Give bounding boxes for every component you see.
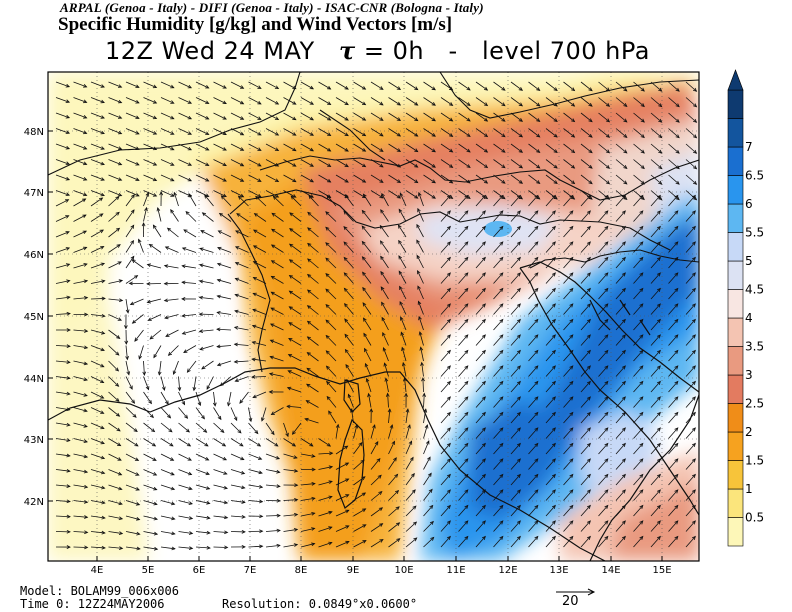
chart-title: Specific Humidity [g/kg] and Wind Vector…: [58, 14, 453, 35]
lat-tick-label: 45N: [24, 312, 44, 323]
lat-tick-label: 48N: [24, 127, 44, 138]
colorbar-label: 5.5: [745, 226, 764, 240]
colorbar-swatch: [727, 517, 744, 547]
lat-tick-label: 46N: [24, 250, 44, 261]
colorbar-label: 6.5: [745, 169, 764, 183]
graticule: [48, 72, 699, 561]
lon-tick-label: 9E: [347, 565, 360, 576]
colorbar-swatch: [727, 488, 744, 518]
colorbar-swatch: [727, 346, 744, 376]
colorbar-swatch: [727, 146, 744, 176]
colorbar-label: 2.5: [745, 397, 764, 411]
longitude-axis: 4E 5E 6E 7E 8E 9E 10E 11E 12E 13E 14E 15E: [91, 556, 672, 576]
tau-value: = 0h: [363, 37, 425, 65]
colorbar-swatch: [727, 89, 744, 119]
colorbar-swatch: [727, 317, 744, 347]
colorbar-label: 0.5: [745, 511, 764, 525]
colorbar: 0.5 1 1.5 2 2.5 3 3.5 4 4.5 5 5.5 6 6.5 7: [727, 69, 764, 547]
lon-tick-label: 15E: [652, 565, 671, 576]
lon-tick-label: 12E: [498, 565, 517, 576]
reference-vector-label: 20: [562, 594, 579, 609]
colorbar-label: 1.5: [745, 454, 764, 468]
humidity-spot: [484, 221, 512, 237]
lon-tick-label: 4E: [91, 565, 104, 576]
colorbar-label: 2: [745, 425, 753, 439]
colorbar-swatch: [727, 289, 744, 319]
lon-tick-label: 11E: [446, 565, 465, 576]
time-level-line: 12Z Wed 24 MAY τ = 0h - level 700 hPa: [105, 36, 650, 65]
humidity-field: [48, 72, 699, 561]
credits-line: ARPAL (Genoa - Italy) - DIFI (Genoa - It…: [60, 0, 484, 15]
model-label: Model: BOLAM99_006x006: [20, 584, 179, 598]
colorbar-swatch: [727, 232, 744, 262]
lat-tick-label: 43N: [24, 435, 44, 446]
colorbar-max-triangle: [727, 69, 744, 91]
colorbar-swatch: [727, 374, 744, 404]
colorbar-label: 7: [745, 140, 753, 154]
lon-tick-label: 7E: [244, 565, 257, 576]
colorbar-label: 6: [745, 197, 753, 211]
coastlines: [48, 261, 699, 561]
colorbar-label: 3: [745, 368, 753, 382]
lat-tick-label: 44N: [24, 374, 44, 385]
lon-tick-label: 10E: [394, 565, 413, 576]
lon-tick-label: 13E: [549, 565, 568, 576]
latitude-axis: 48N 47N 46N 45N 44N 43N 42N: [24, 127, 53, 508]
lon-tick-label: 14E: [601, 565, 620, 576]
colorbar-swatch: [727, 460, 744, 490]
lat-tick-label: 42N: [24, 497, 44, 508]
colorbar-swatch: [727, 260, 744, 290]
colorbar-label: 5: [745, 254, 753, 268]
colorbar-label: 4: [745, 311, 753, 325]
lat-tick-label: 47N: [24, 188, 44, 199]
tau-symbol: τ: [339, 36, 356, 65]
lon-tick-label: 8E: [295, 565, 308, 576]
reference-vector-arrow: [556, 588, 596, 596]
colorbar-swatch: [727, 403, 744, 433]
colorbar-label: 3.5: [745, 340, 764, 354]
separator-dash: -: [448, 37, 458, 65]
lon-tick-label: 5E: [142, 565, 155, 576]
wind-vectors: [55, 81, 698, 551]
resolution-label: Resolution: 0.0849°x0.0600°: [222, 597, 418, 611]
level-label: level 700 hPa: [482, 37, 650, 65]
lon-tick-label: 6E: [193, 565, 206, 576]
time-zero-label: Time 0: 12Z24MAY2006: [20, 597, 165, 611]
colorbar-label: 4.5: [745, 283, 764, 297]
colorbar-swatch: [727, 203, 744, 233]
valid-time: 12Z Wed 24 MAY: [105, 37, 315, 65]
colorbar-swatch: [727, 431, 744, 461]
colorbar-swatch: [727, 175, 744, 205]
colorbar-label: 1: [745, 482, 753, 496]
colorbar-swatch: [727, 118, 744, 148]
